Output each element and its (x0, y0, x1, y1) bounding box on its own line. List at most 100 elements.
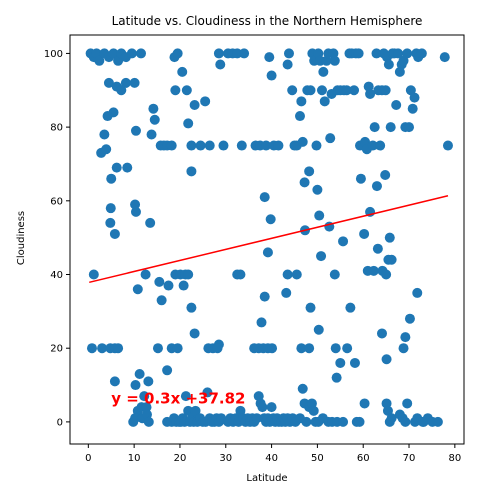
data-point (148, 103, 159, 114)
x-axis-tick-label: 0 (85, 453, 91, 464)
data-point (376, 328, 387, 339)
data-point (257, 402, 268, 413)
data-point (335, 357, 346, 368)
data-point (130, 199, 141, 210)
data-point (232, 48, 243, 59)
data-point (312, 184, 323, 195)
data-point (213, 48, 224, 59)
data-point (282, 269, 293, 280)
data-point (304, 166, 315, 177)
data-point (177, 66, 188, 77)
data-point (109, 228, 120, 239)
data-point (141, 402, 152, 413)
data-point (204, 140, 215, 151)
data-point (103, 77, 114, 88)
data-point (404, 122, 415, 133)
data-point (368, 265, 379, 276)
data-point (305, 302, 316, 313)
data-point (282, 59, 293, 70)
data-point (108, 48, 119, 59)
data-point (106, 173, 117, 184)
data-point (400, 416, 411, 427)
data-point (349, 357, 360, 368)
data-point (256, 317, 267, 328)
data-point (398, 343, 409, 354)
data-point (152, 343, 163, 354)
data-point (139, 391, 150, 402)
data-point (140, 269, 151, 280)
data-point (383, 59, 394, 70)
data-point (345, 302, 356, 313)
regression-line (89, 195, 449, 284)
data-point (94, 55, 105, 66)
data-point (407, 103, 418, 114)
data-point (287, 85, 298, 96)
y-axis-tick-label: 20 (50, 344, 63, 355)
data-point (382, 405, 393, 416)
data-point (143, 376, 154, 387)
plot-frame (69, 34, 465, 445)
regression-equation-label: y = 0.3x +37.82 (111, 389, 245, 407)
data-point (86, 343, 97, 354)
data-point (329, 269, 340, 280)
data-point (265, 214, 276, 225)
data-point (371, 181, 382, 192)
data-point (261, 140, 272, 151)
data-point (319, 96, 330, 107)
data-point (296, 343, 307, 354)
y-axis-tick-label: 80 (50, 123, 63, 134)
data-point (105, 217, 116, 228)
data-point (297, 136, 308, 147)
x-ticks-layer: 0 10 20 30 40 50 60 70 80 (85, 444, 461, 464)
data-point (393, 48, 404, 59)
data-point (202, 387, 213, 398)
data-point (432, 416, 443, 427)
data-point (149, 114, 160, 125)
x-axis-label: Latitude (246, 473, 287, 484)
data-point (281, 287, 292, 298)
data-point (251, 413, 262, 424)
data-point (359, 398, 370, 409)
data-point (200, 96, 211, 107)
x-axis-tick-label: 10 (128, 453, 141, 464)
data-point (341, 85, 352, 96)
data-point (311, 140, 322, 151)
data-point (166, 140, 177, 151)
data-point (365, 88, 376, 99)
data-point (405, 85, 416, 96)
data-point (116, 85, 127, 96)
data-point (88, 269, 99, 280)
data-point (386, 254, 397, 265)
data-point (146, 129, 157, 140)
y-axis-label: Cloudiness (16, 211, 27, 265)
data-point (291, 269, 302, 280)
data-point (355, 173, 366, 184)
data-point (239, 48, 250, 59)
data-point (267, 343, 278, 354)
data-point (163, 280, 174, 291)
data-point (294, 111, 305, 122)
data-point (189, 328, 200, 339)
data-point (130, 380, 141, 391)
data-point (134, 368, 145, 379)
data-point (359, 228, 370, 239)
data-point (183, 405, 194, 416)
y-ticks-layer: 0 20 40 60 80 100 (44, 49, 70, 428)
data-point (178, 280, 189, 291)
points-layer (85, 48, 453, 427)
data-point (296, 96, 307, 107)
data-point (313, 324, 324, 335)
data-point (130, 125, 141, 136)
data-point (109, 376, 120, 387)
data-point (301, 416, 312, 427)
data-point (264, 52, 275, 63)
data-point (186, 166, 197, 177)
data-point (400, 332, 411, 343)
data-point (183, 118, 194, 129)
data-point (338, 236, 349, 247)
data-point (384, 232, 395, 243)
data-point (130, 413, 141, 424)
data-point (190, 405, 201, 416)
